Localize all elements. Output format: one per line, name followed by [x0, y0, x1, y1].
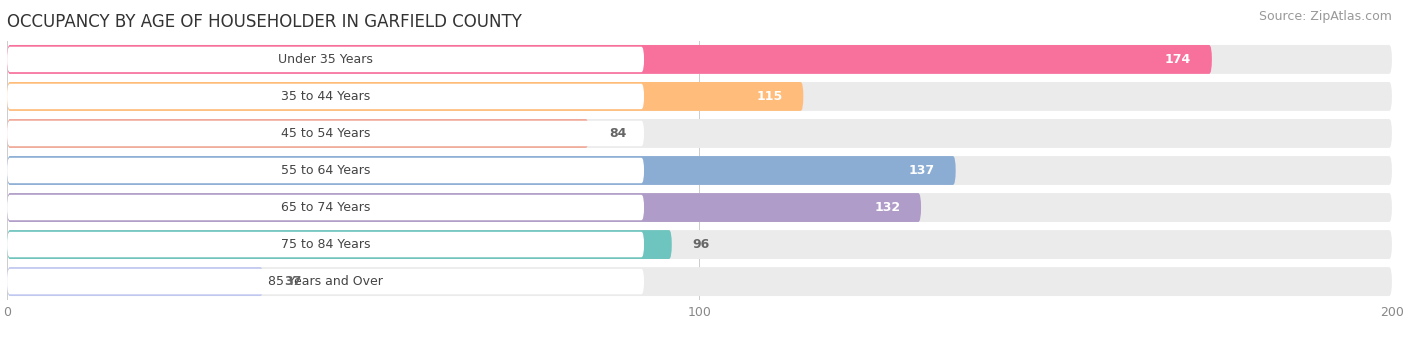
FancyBboxPatch shape	[7, 45, 1212, 74]
Text: 115: 115	[756, 90, 783, 103]
Text: 174: 174	[1166, 53, 1191, 66]
FancyBboxPatch shape	[7, 82, 1392, 111]
FancyBboxPatch shape	[7, 267, 1392, 296]
Text: 84: 84	[609, 127, 627, 140]
FancyBboxPatch shape	[7, 45, 1392, 74]
FancyBboxPatch shape	[7, 193, 1392, 222]
FancyBboxPatch shape	[7, 232, 644, 257]
FancyBboxPatch shape	[7, 121, 644, 146]
Text: 75 to 84 Years: 75 to 84 Years	[281, 238, 370, 251]
FancyBboxPatch shape	[7, 230, 1392, 259]
FancyBboxPatch shape	[7, 195, 644, 220]
FancyBboxPatch shape	[7, 47, 644, 72]
FancyBboxPatch shape	[7, 84, 644, 109]
FancyBboxPatch shape	[7, 158, 644, 183]
FancyBboxPatch shape	[7, 119, 589, 148]
Text: 137: 137	[908, 164, 935, 177]
Text: 35 to 44 Years: 35 to 44 Years	[281, 90, 370, 103]
Text: Source: ZipAtlas.com: Source: ZipAtlas.com	[1258, 10, 1392, 23]
Text: 85 Years and Over: 85 Years and Over	[269, 275, 382, 288]
FancyBboxPatch shape	[7, 230, 672, 259]
FancyBboxPatch shape	[7, 269, 644, 294]
FancyBboxPatch shape	[7, 156, 1392, 185]
FancyBboxPatch shape	[7, 156, 956, 185]
Text: 55 to 64 Years: 55 to 64 Years	[281, 164, 370, 177]
Text: OCCUPANCY BY AGE OF HOUSEHOLDER IN GARFIELD COUNTY: OCCUPANCY BY AGE OF HOUSEHOLDER IN GARFI…	[7, 13, 522, 31]
FancyBboxPatch shape	[7, 82, 803, 111]
FancyBboxPatch shape	[7, 193, 921, 222]
Text: 45 to 54 Years: 45 to 54 Years	[281, 127, 370, 140]
Text: 96: 96	[693, 238, 710, 251]
Text: Under 35 Years: Under 35 Years	[278, 53, 373, 66]
FancyBboxPatch shape	[7, 119, 1392, 148]
Text: 132: 132	[875, 201, 900, 214]
Text: 37: 37	[284, 275, 301, 288]
FancyBboxPatch shape	[7, 267, 263, 296]
Text: 65 to 74 Years: 65 to 74 Years	[281, 201, 370, 214]
